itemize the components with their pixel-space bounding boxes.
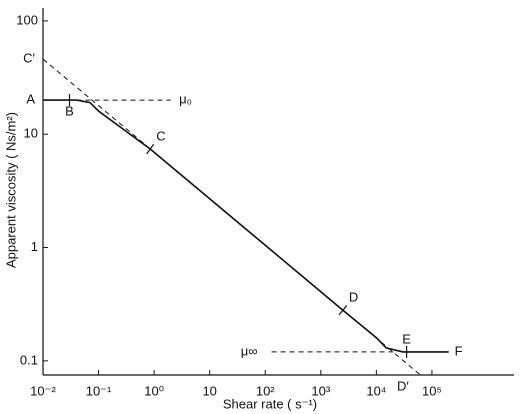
y-tick-label: 0.1 (20, 352, 38, 367)
x-tick-label: 10⁴ (366, 383, 386, 398)
curve-marker (146, 143, 155, 155)
x-tick-label: 10 (202, 383, 216, 398)
x-tick-label: 10⁻¹ (86, 383, 112, 398)
y-axis-title: Apparent viscosity ( Ns/m²) (3, 112, 18, 268)
annotation: μ₀ (179, 92, 192, 107)
y-tick-label: 1 (31, 239, 38, 254)
dashed-line (42, 58, 420, 375)
x-tick-label: 10⁰ (144, 383, 164, 398)
y-tick-label: 10 (24, 126, 38, 141)
curve-marker (338, 305, 348, 316)
x-tick-label: 10⁻² (30, 383, 56, 398)
annotation: A (26, 92, 35, 107)
curve (43, 99, 449, 353)
x-tick-label: 10⁵ (422, 383, 442, 398)
annotation: C′ (23, 51, 35, 66)
x-tick-label: 10³ (311, 383, 330, 398)
annotation: D (349, 290, 358, 305)
annotation: B (65, 104, 74, 119)
annotation: E (402, 331, 411, 346)
x-axis-title: Shear rate ( s⁻¹) (223, 396, 317, 411)
annotation: F (455, 343, 463, 358)
annotation: μ∞ (241, 343, 258, 358)
annotation: C (156, 128, 165, 143)
x-tick-label: 10² (256, 383, 275, 398)
y-tick-label: 100 (16, 12, 38, 27)
annotation: D′ (397, 378, 409, 393)
